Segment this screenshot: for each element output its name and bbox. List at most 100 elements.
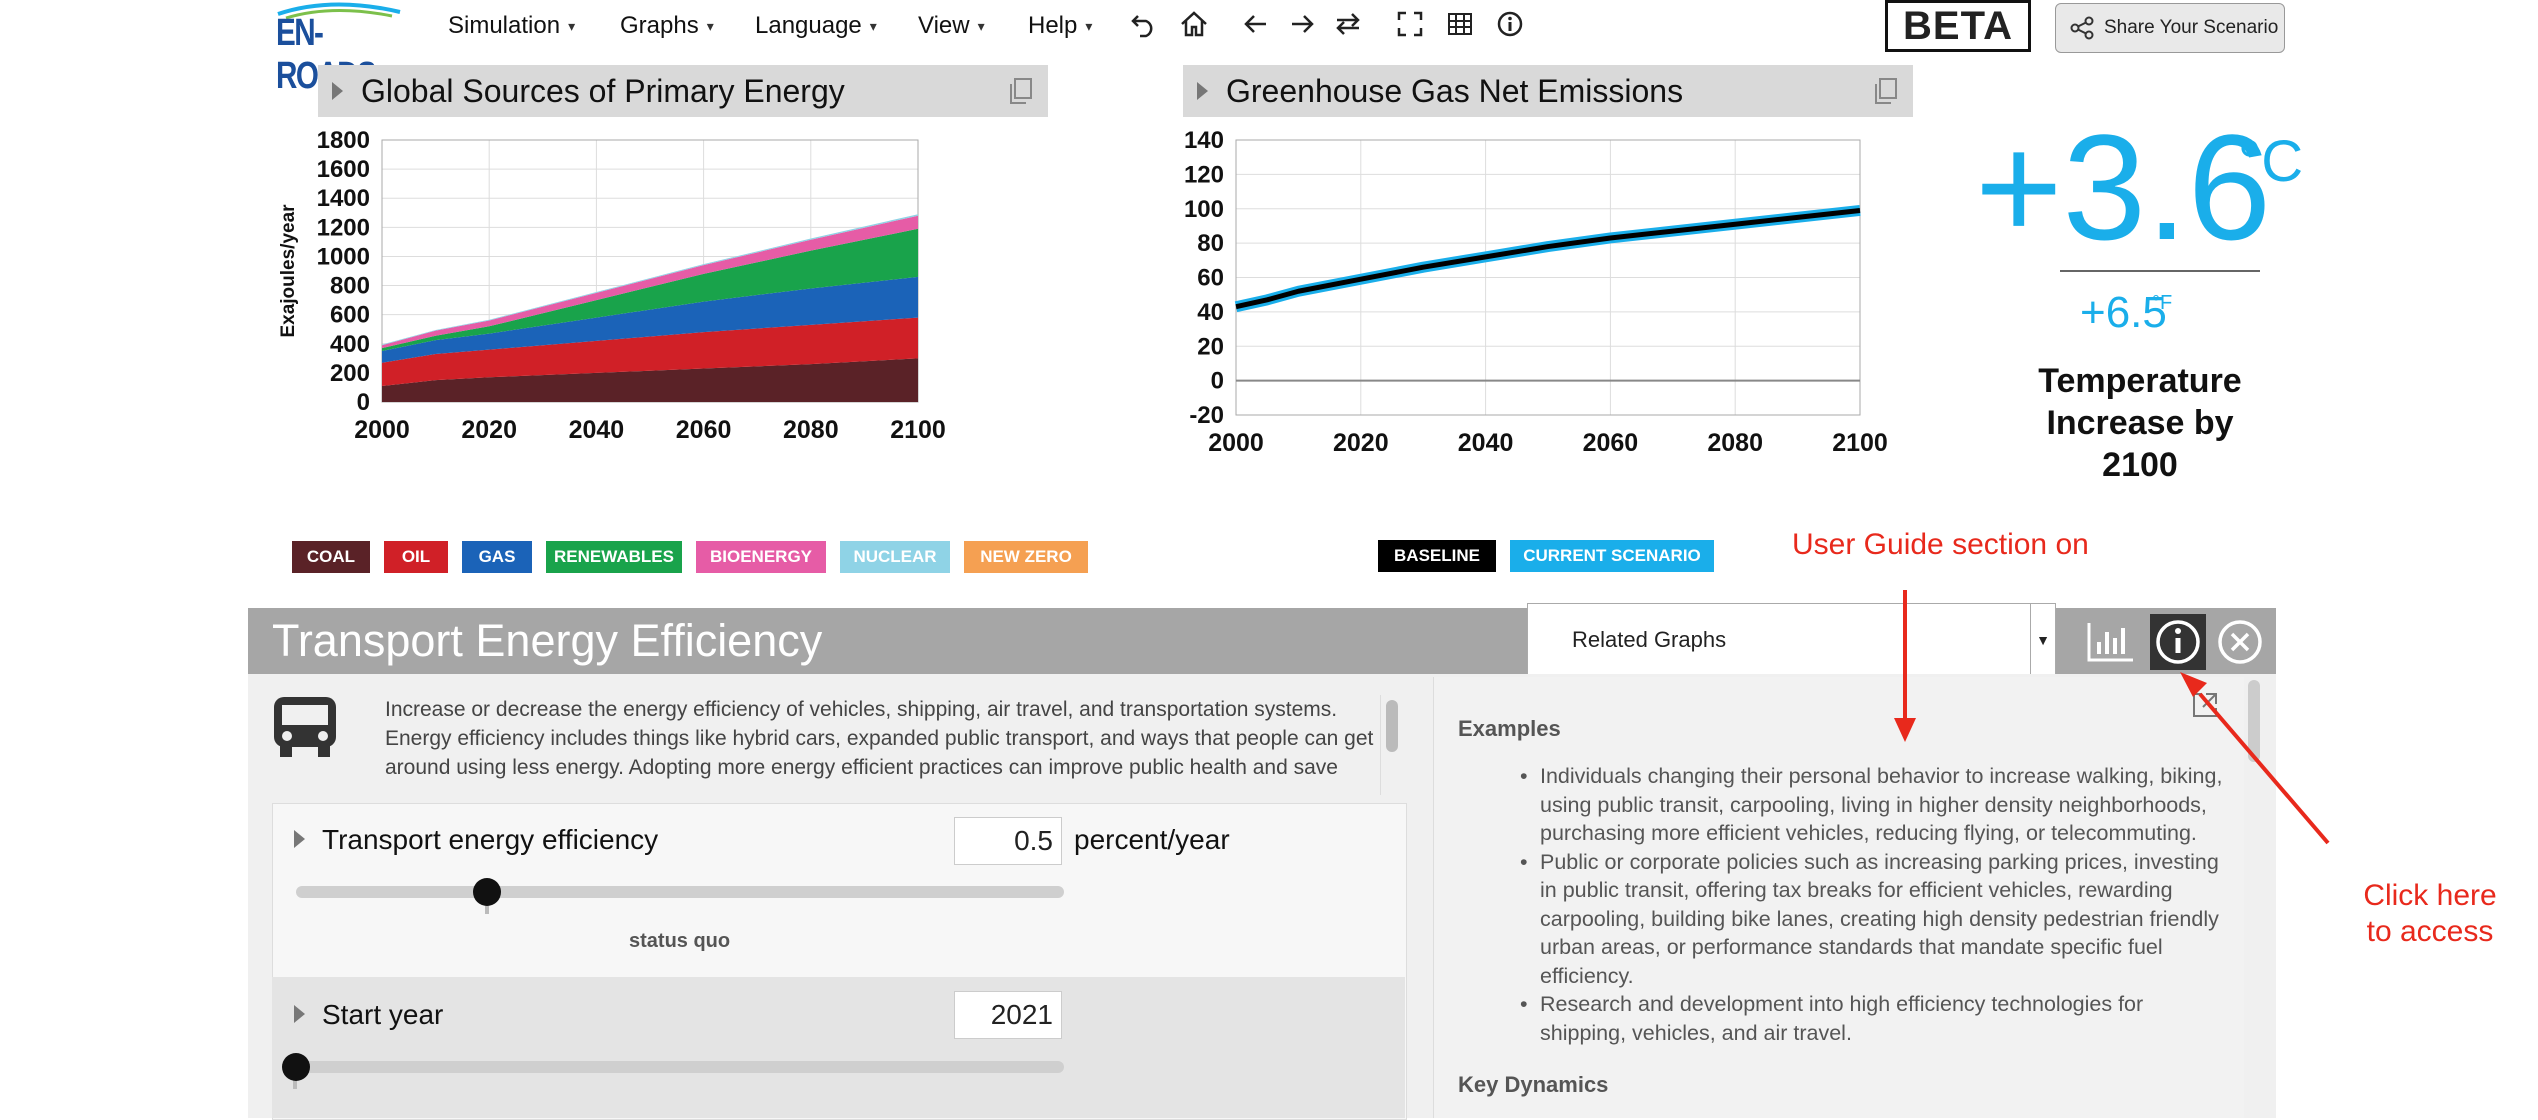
legend-bioenergy[interactable]: BIOENERGY	[696, 541, 826, 573]
example-text: Research and development into high effic…	[1540, 992, 2144, 1045]
graph-right-header[interactable]: Greenhouse Gas Net Emissions	[1183, 65, 1913, 117]
y-tick-label: 20	[1197, 333, 1224, 360]
expand-triangle-icon[interactable]	[332, 82, 343, 100]
legend-gas[interactable]: GAS	[462, 541, 532, 573]
menu-label: Simulation	[448, 12, 561, 39]
copy-icon[interactable]	[1008, 77, 1034, 105]
fahrenheit-unit: °F	[2152, 292, 2173, 314]
y-tick-label: 0	[1211, 368, 1224, 395]
share-scenario-button[interactable]: Share Your Scenario	[2055, 3, 2285, 53]
annotation-click-here: Click here to access	[2355, 878, 2505, 950]
menu-label: Language	[755, 12, 862, 39]
legend-coal[interactable]: COAL	[292, 541, 370, 573]
fullscreen-icon[interactable]	[1392, 6, 1428, 42]
y-tick-label: 1200	[317, 214, 370, 241]
legend-current-scenario[interactable]: CURRENT SCENARIO	[1510, 540, 1714, 572]
x-tick-label: 2080	[1707, 429, 1763, 457]
caret-down-icon: ▾	[706, 17, 714, 34]
caret-down-icon: ▾	[568, 17, 576, 34]
start-year-slider-knob[interactable]	[282, 1053, 310, 1081]
area-coal	[382, 358, 918, 402]
examples-list: • Individuals changing their personal beh…	[1520, 762, 2230, 1047]
key-dynamics-heading: Key Dynamics	[1458, 1072, 1609, 1097]
logo-arc-icon	[277, 2, 401, 20]
y-tick-label: 0	[357, 389, 370, 416]
panel-title: Transport Energy Efficiency	[272, 615, 823, 666]
efficiency-slider-track[interactable]	[296, 886, 1064, 898]
graph-left-header[interactable]: Global Sources of Primary Energy	[318, 65, 1048, 117]
efficiency-slider-knob[interactable]	[473, 878, 501, 906]
popout-icon[interactable]	[2190, 690, 2220, 725]
close-panel-button[interactable]	[2212, 614, 2268, 670]
beta-badge: BETA	[1885, 0, 2031, 52]
expand-triangle-icon[interactable]	[1197, 82, 1208, 100]
menu-graphs[interactable]: Graphs ▾	[620, 6, 714, 46]
temperature-divider	[2060, 270, 2260, 272]
swap-icon[interactable]	[1330, 6, 1366, 42]
share-label: Share Your Scenario	[2104, 17, 2279, 38]
menu-simulation[interactable]: Simulation ▾	[448, 6, 575, 46]
menu-help[interactable]: Help ▾	[1028, 6, 1092, 46]
area-nuclear	[382, 214, 918, 346]
legend-nuclear[interactable]: NUCLEAR	[840, 541, 950, 573]
x-tick-label: 2060	[676, 416, 732, 444]
x-tick-label: 2000	[1208, 429, 1264, 457]
x-tick-label: 2040	[1458, 429, 1514, 457]
user-guide-info-button[interactable]	[2150, 614, 2206, 670]
line-current-scenario	[1234, 205, 1861, 313]
example-text: Public or corporate policies such as inc…	[1540, 849, 2219, 988]
share-icon	[2070, 16, 2094, 40]
status-quo-label: status quo	[629, 930, 731, 952]
line-baseline	[1235, 207, 1861, 310]
legend-baseline[interactable]: BASELINE	[1378, 540, 1496, 572]
menu-label: Graphs	[620, 12, 699, 39]
copy-icon[interactable]	[1873, 77, 1899, 105]
forward-arrow-icon[interactable]	[1284, 6, 1320, 42]
y-tick-label: 400	[330, 331, 370, 358]
legend-new-zero[interactable]: NEW ZERO	[964, 541, 1088, 573]
y-tick-label: 1400	[317, 185, 370, 212]
home-icon[interactable]	[1176, 6, 1212, 42]
description-scrollbar[interactable]	[1386, 700, 1398, 752]
table-icon[interactable]	[1442, 6, 1478, 42]
en-roads-logo[interactable]: EN-ROADS	[272, 0, 408, 97]
undo-icon[interactable]	[1126, 6, 1162, 42]
efficiency-value-input[interactable]: 0.5	[954, 817, 1062, 865]
info-icon	[2156, 620, 2200, 664]
back-arrow-icon[interactable]	[1238, 6, 1274, 42]
status-quo-tick	[485, 900, 489, 914]
temperature-label: Temperature Increase by 2100	[2038, 362, 2242, 484]
legend-left: COAL OIL GAS RENEWABLES BIOENERGY NUCLEAR NEW …	[292, 541, 1088, 573]
y-tick-label: -20	[1189, 402, 1224, 429]
legend-oil[interactable]: OIL	[384, 541, 448, 573]
legend-renewables[interactable]: RENEWABLES	[546, 541, 682, 573]
y-tick-label: 100	[1185, 196, 1224, 223]
related-graphs-chart-icon[interactable]	[2086, 620, 2136, 664]
start-year-slider-track[interactable]	[296, 1061, 1064, 1073]
menu-view[interactable]: View ▾	[918, 6, 985, 46]
slider-row-start-year	[272, 977, 1405, 1118]
list-item: • Public or corporate policies such as in…	[1520, 849, 2219, 988]
x-tick-label: 2080	[783, 416, 839, 444]
info-icon[interactable]	[1492, 6, 1528, 42]
x-tick-label: 2020	[461, 416, 517, 444]
caret-down-icon: ▼	[2030, 604, 2055, 676]
list-item: • Research and development into high effi…	[1520, 992, 2144, 1045]
y-tick-label: 1000	[317, 243, 370, 270]
related-graphs-select[interactable]: Related Graphs ▼	[1527, 603, 2056, 677]
expand-triangle-icon[interactable]	[294, 830, 305, 848]
panel-description: Increase or decrease the energy efficien…	[385, 698, 1374, 779]
menu-language[interactable]: Language ▾	[755, 6, 877, 46]
expand-triangle-icon[interactable]	[294, 1005, 305, 1023]
x-tick-label: 2020	[1333, 429, 1389, 457]
annotation-line-1: Click here	[2363, 879, 2497, 912]
start-year-input[interactable]: 2021	[954, 991, 1062, 1039]
area-oil	[382, 317, 918, 386]
graph-left-title: Global Sources of Primary Energy	[361, 72, 845, 109]
caret-down-icon: ▾	[1085, 17, 1093, 34]
temperature-fahrenheit: +6.5	[2080, 288, 2167, 337]
user-guide-scrollbar[interactable]	[2248, 680, 2260, 762]
bus-icon	[270, 695, 340, 759]
caret-down-icon: ▾	[869, 17, 877, 34]
